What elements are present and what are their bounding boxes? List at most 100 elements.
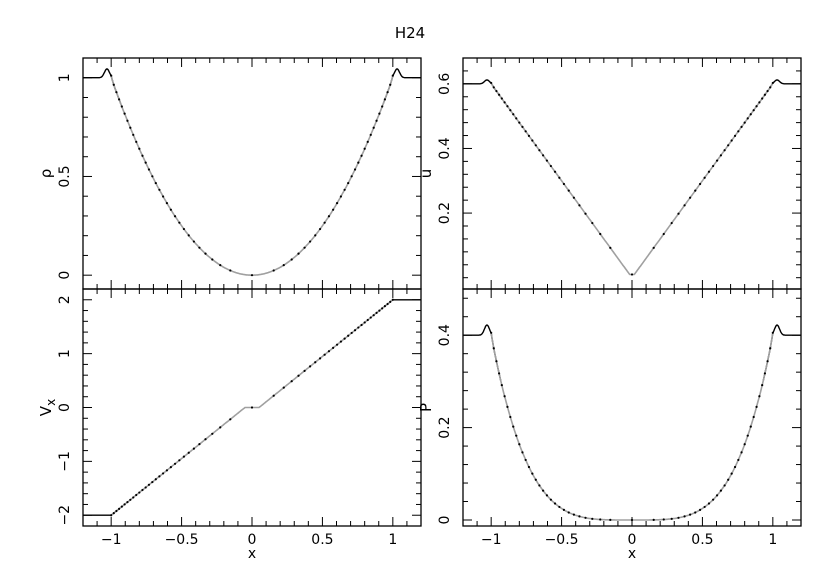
data-point — [752, 415, 755, 419]
y-tick-label: 0 — [57, 403, 73, 412]
data-point — [353, 168, 357, 171]
data-point — [572, 513, 575, 516]
data-point — [766, 360, 769, 363]
data-point — [495, 89, 498, 93]
data-point — [518, 443, 521, 446]
x-tick-label: 1 — [768, 532, 777, 548]
data-point — [339, 195, 343, 198]
data-point — [204, 438, 207, 441]
data-point — [169, 208, 172, 211]
data-point — [737, 130, 740, 133]
data-point — [141, 488, 144, 492]
data-point — [567, 511, 570, 514]
data-point — [378, 112, 381, 115]
data-point — [538, 484, 541, 487]
data-point — [219, 264, 222, 267]
data-point — [558, 176, 561, 179]
data-point — [192, 240, 195, 243]
x-tick-label: 0.5 — [691, 532, 713, 548]
data-point — [347, 181, 350, 185]
data-point — [165, 469, 169, 472]
data-point — [630, 518, 634, 522]
data-point — [161, 472, 165, 475]
data-point — [151, 175, 154, 178]
data-point — [282, 264, 285, 267]
series-gray-line — [110, 75, 394, 276]
data-point — [737, 458, 740, 462]
data-point — [518, 121, 521, 124]
data-point — [694, 189, 697, 192]
y-tick-label: 0.2 — [437, 416, 453, 438]
data-point — [323, 353, 326, 356]
data-point — [123, 112, 126, 115]
data-point — [115, 509, 118, 513]
x-tick-label: −0.5 — [545, 532, 579, 548]
data-point — [303, 369, 306, 372]
data-point — [182, 227, 186, 231]
data-point — [740, 125, 743, 129]
data-point — [689, 196, 692, 199]
y-tick-label: 0.5 — [57, 165, 73, 187]
data-point — [389, 300, 392, 303]
data-point — [375, 311, 378, 314]
data-point — [562, 508, 566, 512]
data-point — [112, 83, 115, 86]
data-point — [749, 113, 752, 116]
data-point — [117, 507, 121, 510]
data-point — [630, 273, 634, 276]
y-axis-label: u — [417, 169, 435, 179]
data-point — [715, 159, 719, 162]
data-point — [703, 505, 706, 509]
data-point — [495, 360, 498, 363]
series-gray-line — [490, 332, 774, 521]
data-point — [360, 323, 363, 327]
data-point — [350, 331, 353, 335]
x-tick-label: 1 — [388, 532, 397, 548]
data-point — [512, 425, 515, 428]
data-point — [339, 340, 343, 343]
data-point — [297, 374, 300, 377]
data-point — [141, 154, 144, 157]
data-point — [497, 93, 501, 96]
data-point — [515, 434, 518, 437]
data-point — [755, 405, 758, 408]
data-point — [309, 365, 312, 368]
data-point — [357, 326, 360, 329]
data-point — [670, 221, 673, 225]
data-point — [323, 221, 326, 224]
data-point — [151, 480, 154, 484]
data-point — [135, 140, 138, 143]
series-gray-line — [490, 82, 774, 276]
data-point — [769, 347, 772, 350]
x-tick-label: −1 — [101, 532, 122, 548]
panel-u: 0.2 0.4 0.6 u — [417, 57, 802, 290]
data-point — [126, 501, 129, 504]
plot-frame — [462, 288, 802, 527]
data-point — [503, 101, 506, 104]
data-point — [169, 466, 172, 469]
data-point — [386, 302, 389, 306]
data-point — [683, 515, 686, 518]
data-point — [599, 232, 602, 236]
plot-frame — [82, 57, 422, 290]
data-point — [360, 154, 363, 157]
data-point — [524, 458, 527, 462]
data-point — [538, 149, 541, 152]
data-point — [534, 478, 537, 481]
data-point — [383, 98, 387, 101]
y-axis-label: ρ — [37, 169, 55, 179]
data-point — [766, 89, 769, 93]
y-tick-label: −2 — [57, 505, 73, 526]
data-point — [703, 176, 706, 179]
y-tick-label: 0.4 — [437, 324, 453, 346]
data-point — [372, 126, 375, 129]
data-point — [521, 125, 524, 129]
data-point — [369, 133, 372, 136]
data-point — [609, 246, 612, 249]
x-tick-label: 0 — [248, 532, 257, 548]
data-point — [591, 517, 594, 520]
data-point — [769, 86, 772, 89]
data-point — [343, 337, 346, 340]
data-point — [115, 91, 118, 94]
data-point — [144, 161, 147, 164]
